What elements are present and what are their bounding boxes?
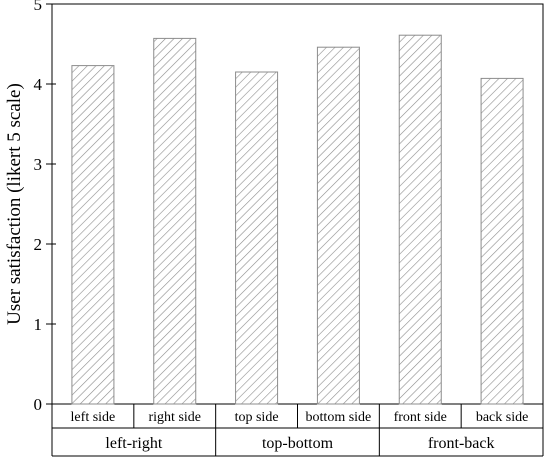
group-label: top-bottom	[262, 435, 334, 452]
bar-right-side	[153, 37, 197, 405]
y-axis-title: User satisfaction (likert 5 scale)	[4, 83, 25, 325]
y-tick-label: 2	[34, 235, 43, 254]
plot-area: 0 1 2 3 4 5 left side right side top side bottom …	[34, 0, 544, 457]
bar-front-side	[398, 34, 442, 405]
x-tick-label: right side	[149, 410, 202, 425]
bar-top-side	[235, 71, 279, 405]
x-tick-label: bottom side	[306, 410, 372, 425]
y-tick-label: 0	[34, 395, 43, 414]
x-tick-label: back side	[476, 410, 528, 425]
y-tick-label: 3	[34, 155, 43, 174]
group-label: front-back	[428, 435, 495, 452]
bar-left-side	[71, 65, 115, 405]
y-tick-label: 4	[34, 75, 43, 94]
bar-back-side	[480, 77, 524, 405]
bar-bottom-side	[316, 46, 360, 405]
y-tick-label: 5	[34, 0, 43, 14]
x-tick-label: left side	[71, 410, 116, 425]
y-tick-label: 1	[34, 315, 43, 334]
plot-frame	[51, 3, 544, 405]
group-label: left-right	[105, 435, 162, 452]
x-tick-label: top side	[235, 410, 279, 425]
x-tick-label: front side	[394, 410, 447, 425]
